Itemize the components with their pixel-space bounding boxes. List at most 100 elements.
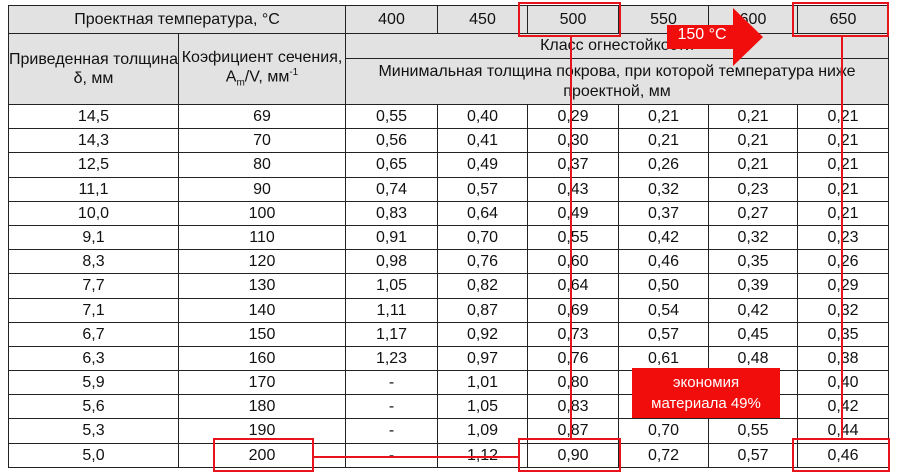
value-cell: 0,35: [708, 249, 799, 275]
value-cell: 0,37: [618, 200, 710, 226]
savings-callout: экономия материала 49%: [632, 368, 780, 418]
section-factor-text: Коэфициент сечения, A: [181, 49, 343, 86]
table-row: 9,1 110 0,91 0,70 0,55 0,42 0,32 0,23: [8, 224, 890, 251]
value-cell: 1,11: [345, 297, 439, 323]
table-row: 6,3 160 1,23 0,97 0,76 0,61 0,48 0,38: [8, 345, 890, 372]
table-row: 12,5 80 0,65 0,49 0,37 0,26 0,21 0,21: [8, 152, 890, 178]
value-cell: 0,92: [437, 321, 529, 347]
value-cell: 0,30: [527, 128, 620, 154]
value-cell: 0,57: [618, 321, 710, 347]
section-factor-header: Коэфициент сечения, Am/V, мм-1: [177, 33, 347, 105]
table-row: 5,9 170-1,01 0,80 0,40: [8, 370, 890, 396]
value-cell: 0,43: [527, 176, 620, 202]
value-cell: 1,12: [437, 442, 529, 468]
value-cell: 0,83: [345, 200, 439, 226]
value-cell: 0,23: [797, 224, 890, 251]
value-cell: 0,57: [708, 442, 799, 468]
value-cell: -: [345, 442, 439, 468]
delta-cell: 10,0: [8, 200, 179, 226]
value-cell: 0,21: [797, 176, 890, 202]
delta-cell: 5,3: [8, 418, 179, 444]
value-cell: 0,74: [345, 176, 439, 202]
value-cell: 0,82: [437, 273, 529, 299]
delta-cell: 5,0: [8, 442, 179, 468]
class-header-row: Приведенная толщина δ, мм Коэфициент сеч…: [8, 33, 890, 105]
value-cell: 0,32: [618, 176, 710, 202]
value-cell: 0,38: [797, 345, 890, 372]
value-cell: 0,27: [708, 200, 799, 226]
temp-450: 450: [437, 5, 529, 34]
table-row: 14,5 69 0,55 0,40 0,29 0,21 0,21 0,21: [8, 103, 890, 130]
coef-cell: 69: [177, 103, 347, 130]
value-cell: 0,26: [797, 249, 890, 275]
value-cell: 0,55: [708, 418, 799, 444]
value-cell: 0,21: [618, 128, 710, 154]
connector-line-200: [314, 456, 518, 458]
highlight-046-box: [792, 438, 890, 472]
coef-cell: 170: [177, 370, 347, 396]
value-cell: 0,87: [437, 297, 529, 323]
value-cell: 0,21: [708, 152, 799, 178]
delta-cell: 14,3: [8, 128, 179, 154]
value-cell: 1,05: [437, 394, 529, 420]
value-cell: 0,48: [708, 345, 799, 372]
coef-cell: 120: [177, 249, 347, 275]
section-factor-tail: /V, мм: [244, 68, 290, 86]
table-row: 7,1 140 1,11 0,87 0,69 0,54 0,42 0,32: [8, 297, 890, 323]
coef-cell: 130: [177, 273, 347, 299]
value-cell: 0,61: [618, 345, 710, 372]
value-cell: 1,09: [437, 418, 529, 444]
coef-cell: 160: [177, 345, 347, 372]
value-cell: 0,50: [618, 273, 710, 299]
value-cell: 0,21: [797, 128, 890, 154]
min-thickness-header-row: Минимальная толщина покрова, при которой…: [9, 58, 890, 105]
section-factor-sup: -1: [289, 67, 299, 79]
delta-cell: 8,3: [8, 249, 179, 275]
coef-cell: 110: [177, 224, 347, 251]
coef-cell: 180: [177, 394, 347, 420]
value-cell: 0,56: [345, 128, 439, 154]
value-cell: 0,21: [708, 103, 799, 130]
value-cell: 0,41: [437, 128, 529, 154]
value-cell: 0,39: [708, 273, 799, 299]
delta-cell: 6,7: [8, 321, 179, 347]
delta-cell: 5,9: [8, 370, 179, 396]
savings-line-1: экономия: [672, 374, 740, 391]
coef-cell: 200: [177, 442, 347, 468]
value-cell: 0,42: [797, 394, 890, 420]
highlight-650-box: [792, 2, 889, 37]
value-cell: 0,21: [797, 200, 890, 226]
coef-cell: 80: [177, 152, 347, 178]
value-cell: 0,21: [618, 103, 710, 130]
value-cell: 1,17: [345, 321, 439, 347]
delta-cell: 11,1: [8, 176, 179, 202]
arrow-right-icon: [667, 8, 763, 66]
value-cell: 0,91: [345, 224, 439, 251]
value-cell: 0,49: [527, 200, 620, 226]
coef-cell: 150: [177, 321, 347, 347]
value-cell: -: [345, 418, 439, 444]
highlight-500-box: [518, 2, 621, 37]
value-cell: 0,21: [708, 128, 799, 154]
value-cell: 0,90: [527, 442, 620, 468]
value-cell: 0,40: [797, 370, 890, 396]
delta-cell: 7,1: [8, 297, 179, 323]
value-cell: 0,40: [437, 103, 529, 130]
value-cell: 0,55: [527, 224, 620, 251]
delta-cell: 14,5: [8, 103, 179, 130]
coef-cell: 140: [177, 297, 347, 323]
value-cell: 0,46: [797, 442, 890, 468]
value-cell: 0,80: [527, 370, 620, 396]
table-row: 11,1 90 0,74 0,57 0,43 0,32 0,23 0,21: [8, 176, 890, 202]
value-cell: 0,64: [527, 273, 620, 299]
value-cell: 0,54: [618, 297, 710, 323]
coef-cell: 100: [177, 200, 347, 226]
value-cell: 0,64: [437, 200, 529, 226]
value-cell: 0,65: [345, 152, 439, 178]
value-cell: 0,70: [618, 418, 710, 444]
value-cell: 0,26: [618, 152, 710, 178]
connector-line-650: [841, 37, 843, 438]
coef-cell: 90: [177, 176, 347, 202]
value-cell: 0,37: [527, 152, 620, 178]
